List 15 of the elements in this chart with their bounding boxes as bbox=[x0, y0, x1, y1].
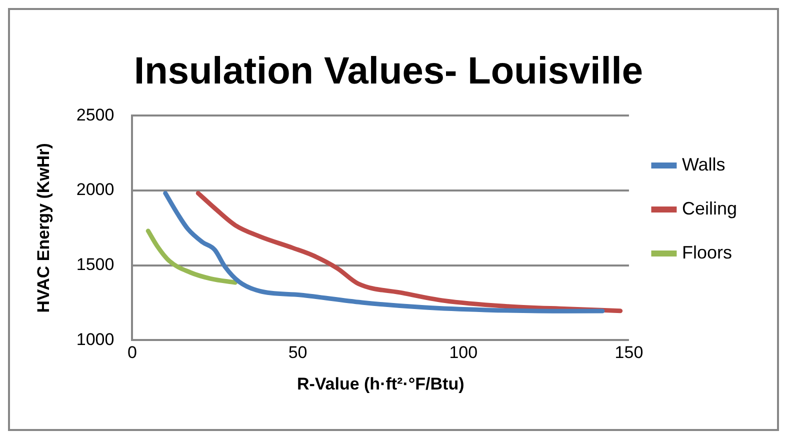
y-axis-title: HVAC Energy (KwHr) bbox=[34, 143, 53, 313]
x-tick-label: 50 bbox=[288, 343, 308, 362]
legend-label: Ceiling bbox=[682, 198, 738, 218]
y-tick-label: 1500 bbox=[76, 255, 114, 274]
x-tick-label: 0 bbox=[127, 343, 137, 362]
y-tick-label: 2500 bbox=[76, 105, 114, 124]
y-tick-label: 2000 bbox=[76, 180, 114, 200]
x-tick-label: 150 bbox=[614, 343, 644, 362]
x-axis-title: R-Value (h·ft²·°F/Btu) bbox=[296, 374, 464, 394]
line-series bbox=[146, 228, 238, 285]
y-tick-label: 1000 bbox=[76, 330, 114, 349]
chart-title: Insulation Values- Louisville bbox=[134, 50, 643, 92]
legend-label: Floors bbox=[682, 242, 732, 262]
x-tick-label: 100 bbox=[449, 343, 478, 362]
legend-label: Walls bbox=[682, 154, 726, 174]
